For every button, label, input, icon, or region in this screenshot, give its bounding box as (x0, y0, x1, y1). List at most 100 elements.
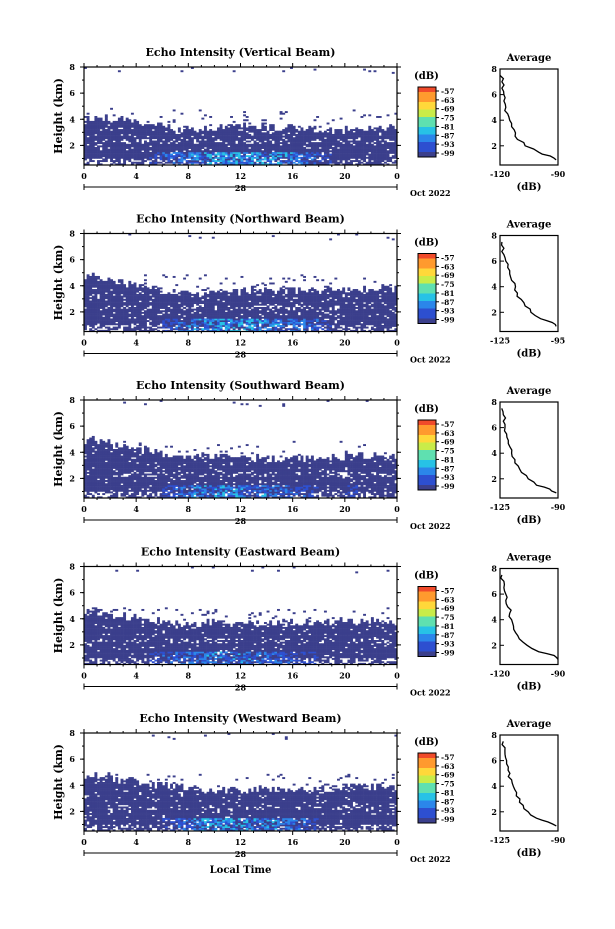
day-label: 28 (235, 516, 247, 526)
colorbar-swatch (418, 586, 436, 590)
x-axis-label: Local Time (210, 865, 272, 876)
colorbar-swatch (418, 124, 436, 128)
colorbar-tick-label: -93 (441, 140, 455, 149)
colorbar-swatch (418, 763, 436, 766)
y-tick-label: 4 (69, 114, 75, 124)
colorbar-swatch (418, 263, 436, 267)
colorbar-swatch (418, 785, 436, 789)
colorbar-swatch (418, 104, 436, 108)
heatmap-cells (84, 566, 398, 665)
y-axis-label: Height (km) (52, 411, 65, 487)
y-tick-label: 4 (69, 281, 75, 291)
y-tick-label: 2 (69, 640, 75, 650)
colorbar-swatch (418, 606, 436, 610)
y-tick-label: 6 (69, 88, 75, 98)
date-label: Oct 2022 (410, 188, 451, 198)
profile-y-tick-label: 8 (491, 564, 497, 574)
colorbar-swatch (418, 425, 436, 428)
colorbar-tick-label: -81 (441, 622, 455, 631)
y-tick-label: 8 (69, 229, 75, 239)
colorbar-swatch (418, 271, 436, 274)
colorbar-tick-label: -93 (441, 473, 455, 482)
colorbar-swatch (418, 589, 436, 592)
x-tick-label: 16 (287, 671, 299, 681)
colorbar-swatch (418, 286, 436, 289)
y-tick-label: 4 (69, 614, 75, 624)
colorbar-swatch (418, 798, 436, 801)
colorbar-swatch (418, 107, 436, 110)
colorbar-swatch (418, 430, 436, 433)
x-tick-label: 0 (394, 837, 400, 847)
colorbar-tick-label: -93 (441, 640, 455, 649)
colorbar-swatch (418, 818, 436, 821)
colorbar-swatch (418, 487, 436, 491)
profile-y-tick-label: 8 (491, 397, 497, 407)
colorbar-swatch (418, 755, 436, 759)
colorbar-swatch (418, 258, 436, 262)
colorbar-swatch (418, 308, 436, 312)
colorbar-swatch (418, 298, 436, 302)
y-tick-label: 2 (69, 806, 75, 816)
colorbar-tick-label: -57 (441, 753, 455, 762)
average-profile: Average 2 4 6 8 -125 -90 (dB) (490, 386, 566, 526)
profile-frame (499, 401, 559, 499)
profile-x-label: (dB) (517, 349, 542, 360)
colorbar-swatch (418, 303, 436, 307)
x-tick-label: 12 (235, 171, 246, 181)
y-tick-label: 2 (69, 473, 75, 483)
colorbar-swatch (418, 631, 436, 635)
colorbar-tick-label: -57 (441, 254, 455, 263)
colorbar-tick-label: -99 (441, 149, 455, 158)
colorbar-swatch (418, 288, 436, 292)
profile-x-label: (dB) (517, 848, 542, 859)
x-tick-label: 8 (186, 837, 192, 847)
colorbar-tick-label: -81 (441, 455, 455, 464)
colorbar-swatch (418, 139, 436, 143)
colorbar-swatch (418, 765, 436, 769)
colorbar-swatch (418, 616, 436, 620)
colorbar-swatch (418, 760, 436, 764)
x-tick-label: 12 (235, 504, 246, 514)
colorbar-tick-label: -93 (441, 307, 455, 316)
x-tick-label: 0 (81, 837, 87, 847)
day-label: 28 (235, 849, 247, 859)
colorbar-tick-label: -63 (441, 595, 455, 604)
colorbar-swatch (418, 780, 436, 784)
colorbar-swatch (418, 316, 436, 319)
colorbar-swatch (418, 321, 436, 324)
colorbar: -57-63-69-75-81-87-93-99 (417, 86, 455, 158)
colorbar-swatch (418, 775, 436, 779)
panel-3: Echo Intensity (Southward Beam) 2 4 6 8 Heigh… (52, 379, 566, 531)
colorbar-swatch (418, 283, 436, 287)
colorbar-swatch (418, 318, 436, 322)
profile-title: Average (506, 386, 552, 397)
colorbar-swatch (418, 112, 436, 115)
profile-x-tick-label: -120 (490, 669, 510, 679)
panel-title: Echo Intensity (Westward Beam) (139, 712, 341, 725)
y-tick-label: 8 (69, 728, 75, 738)
colorbar-swatch (418, 437, 436, 441)
colorbar-tick-label: -63 (441, 262, 455, 271)
colorbar-tick-label: -87 (441, 797, 455, 806)
x-tick-label: 0 (394, 671, 400, 681)
colorbar-tick-label: -75 (441, 780, 455, 789)
colorbar-tick-label: -87 (441, 631, 455, 640)
x-tick-label: 8 (186, 171, 192, 181)
colorbar-swatch (418, 149, 436, 153)
profile-y-tick-label: 6 (491, 90, 497, 100)
x-tick-label: 16 (287, 837, 299, 847)
colorbar-swatch (418, 427, 436, 431)
colorbar-swatch (418, 440, 436, 443)
colorbar-swatch (418, 102, 436, 105)
profile-y-tick-label: 4 (491, 448, 497, 458)
x-tick-label: 4 (133, 171, 139, 181)
colorbar-tick-label: -63 (441, 429, 455, 438)
colorbar-swatch (418, 450, 436, 453)
colorbar-frame (417, 253, 437, 324)
colorbar-swatch (418, 144, 436, 148)
panel-5: Echo Intensity (Westward Beam) 2 4 6 8 Height… (52, 712, 566, 864)
profile-y-tick-label: 6 (491, 423, 497, 433)
colorbar-swatch (418, 452, 436, 456)
colorbar-swatch (418, 432, 436, 436)
